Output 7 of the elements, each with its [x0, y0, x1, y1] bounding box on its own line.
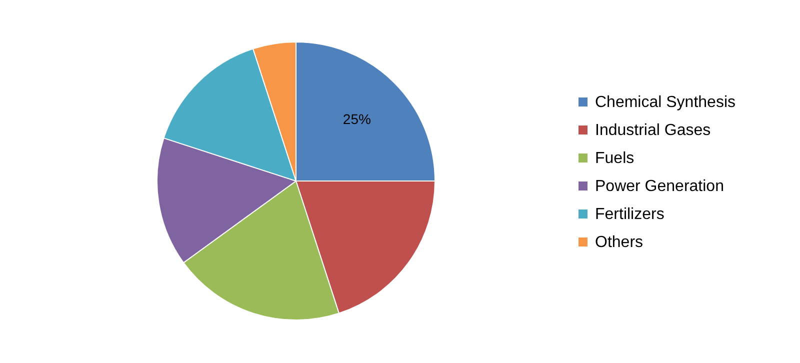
legend-label: Power Generation — [595, 178, 724, 195]
legend-label: Chemical Synthesis — [595, 94, 736, 111]
legend-label: Fuels — [595, 150, 634, 167]
legend-label: Others — [595, 234, 644, 251]
legend-label: Industrial Gases — [595, 122, 711, 139]
legend-label: Fertilizers — [595, 206, 664, 223]
data-label: 25% — [342, 111, 371, 128]
